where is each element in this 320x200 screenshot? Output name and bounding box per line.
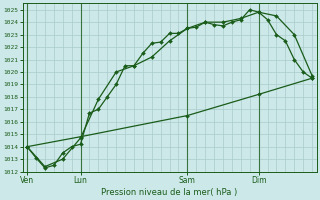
X-axis label: Pression niveau de la mer( hPa ): Pression niveau de la mer( hPa ) xyxy=(101,188,238,197)
